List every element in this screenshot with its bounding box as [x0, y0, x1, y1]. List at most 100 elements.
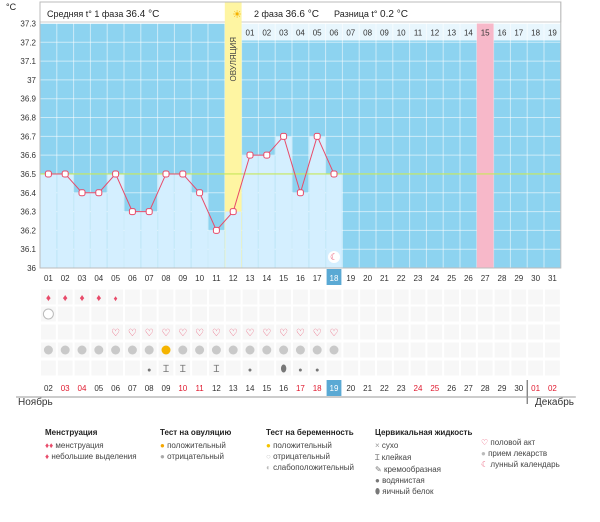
marker-cell — [527, 323, 545, 341]
menstruation-drop-icon: ♦ — [46, 293, 51, 304]
legend-item-menstruation: ♦♦ менструация — [45, 441, 137, 450]
temp-bar — [258, 155, 275, 268]
marker-cell — [107, 288, 124, 306]
marker-cell — [460, 305, 477, 323]
marker-cell — [258, 305, 276, 323]
legend-text: половой акт — [490, 438, 536, 447]
legend-text: клейкая — [381, 453, 412, 462]
month-end: Декабрь — [535, 397, 574, 408]
plot-border — [39, 1, 562, 269]
calendar-date-label: 30 — [514, 384, 523, 393]
legend-item-eggwhite: ⬮ яичный белок — [375, 487, 472, 497]
temp-bar — [158, 173, 174, 268]
top-day-label: 19 — [548, 29, 557, 38]
heart-icon: ♡ — [296, 328, 305, 339]
heart-icon: ♡ — [145, 328, 154, 339]
cycle-day-label: 24 — [430, 274, 439, 283]
marker-cell — [191, 359, 208, 377]
yellow-circle-icon: ● — [266, 441, 271, 450]
marker-cell — [460, 359, 477, 377]
temperature-point — [313, 132, 321, 140]
marker-cell — [275, 359, 293, 377]
ovulation-negative-icon — [329, 345, 339, 355]
cycle-day-label: 27 — [481, 274, 490, 283]
marker-cell — [493, 288, 511, 306]
top-day-label: 17 — [514, 29, 523, 38]
calendar-date-label: 14 — [246, 384, 255, 393]
heart-icon: ♡ — [178, 328, 187, 339]
marker-cell — [73, 323, 91, 341]
temperature-point — [280, 132, 288, 140]
temperature-point — [330, 170, 338, 178]
top-day-label: 09 — [380, 29, 389, 38]
heart-icon: ♡ — [212, 328, 221, 339]
small-drop-icon: ♦ — [45, 452, 50, 461]
marker-cell — [241, 359, 259, 377]
marker-cell — [460, 323, 477, 341]
ovulation-negative-icon — [295, 345, 305, 355]
marker-cell — [191, 305, 208, 323]
legend-text: прием лекарств — [488, 449, 548, 458]
temp-bar — [242, 155, 258, 268]
heart-icon: ♡ — [313, 328, 322, 339]
marker-cell — [493, 359, 511, 377]
marker-cell — [308, 305, 326, 323]
legend-text: сухо — [381, 441, 399, 450]
cycle-day-label: 16 — [296, 274, 305, 283]
heart-icon: ♡ — [330, 328, 339, 339]
y-tick-label: 36.8 — [20, 114, 36, 123]
heart-icon: ♡ — [246, 328, 255, 339]
marker-cell — [426, 305, 444, 323]
month-start: Ноябрь — [18, 397, 53, 408]
marker-cell — [157, 323, 175, 341]
y-tick-label: 37 — [27, 76, 36, 85]
marker-cell — [359, 341, 377, 359]
marker-cell — [241, 323, 259, 341]
temp-bar — [124, 211, 141, 268]
temp-bar — [107, 173, 124, 268]
ovulation-negative-icon — [111, 345, 121, 355]
phase2-value: 36.6 °C — [285, 9, 319, 20]
menstruation-drop-icon: ♦ — [96, 293, 101, 304]
legend-item-preg-positive: ● положительный — [266, 441, 354, 450]
marker-cell — [308, 323, 326, 341]
marker-cell — [359, 359, 377, 377]
phase2-label: 2 фаза — [254, 9, 283, 19]
calendar-date-label: 29 — [498, 384, 507, 393]
marker-cell — [241, 305, 259, 323]
calendar-date-label: 08 — [145, 384, 154, 393]
legend-item-spotting: ♦ небольшие выделения — [45, 452, 137, 461]
temp-bar — [326, 173, 342, 268]
marker-cell — [476, 341, 494, 359]
ovulation-negative-icon — [279, 345, 289, 355]
legend-text: слабоположительный — [273, 463, 354, 472]
watery-fluid-icon: ● — [248, 367, 252, 374]
calendar-date-label: 28 — [481, 384, 490, 393]
heart-icon: ♡ — [229, 328, 238, 339]
y-tick-label: 36.6 — [20, 151, 36, 160]
calendar-date-label: 17 — [296, 384, 305, 393]
marker-cell — [275, 305, 293, 323]
ovulation-negative-icon — [228, 345, 238, 355]
legend-text: менструация — [55, 441, 104, 450]
marker-cell — [527, 305, 545, 323]
marker-cell — [342, 323, 360, 341]
pregnancy-test-icon — [42, 308, 54, 320]
marker-cell — [342, 305, 360, 323]
marker-cell — [258, 288, 276, 306]
marker-cell — [90, 323, 108, 341]
moon-icon: ☾ — [481, 460, 489, 469]
heart-icon: ♡ — [111, 328, 120, 339]
marker-cell — [40, 359, 57, 377]
marker-cell — [443, 341, 461, 359]
phase2-avg: 2 фаза 36.6 °C — [254, 9, 319, 20]
calendar-date-label: 05 — [94, 384, 103, 393]
marker-cell — [292, 323, 309, 341]
ovulation-negative-icon — [60, 345, 70, 355]
cycle-day-label: 15 — [279, 274, 288, 283]
highlight-column — [476, 23, 494, 268]
egg-white-icon: ⬮ — [375, 487, 381, 496]
marker-cell — [140, 323, 158, 341]
unit-label: °C — [6, 2, 17, 12]
legend-cervical-fluid: Цервикальная жидкость × сухо Ɪ клейкая ✎… — [375, 428, 472, 497]
